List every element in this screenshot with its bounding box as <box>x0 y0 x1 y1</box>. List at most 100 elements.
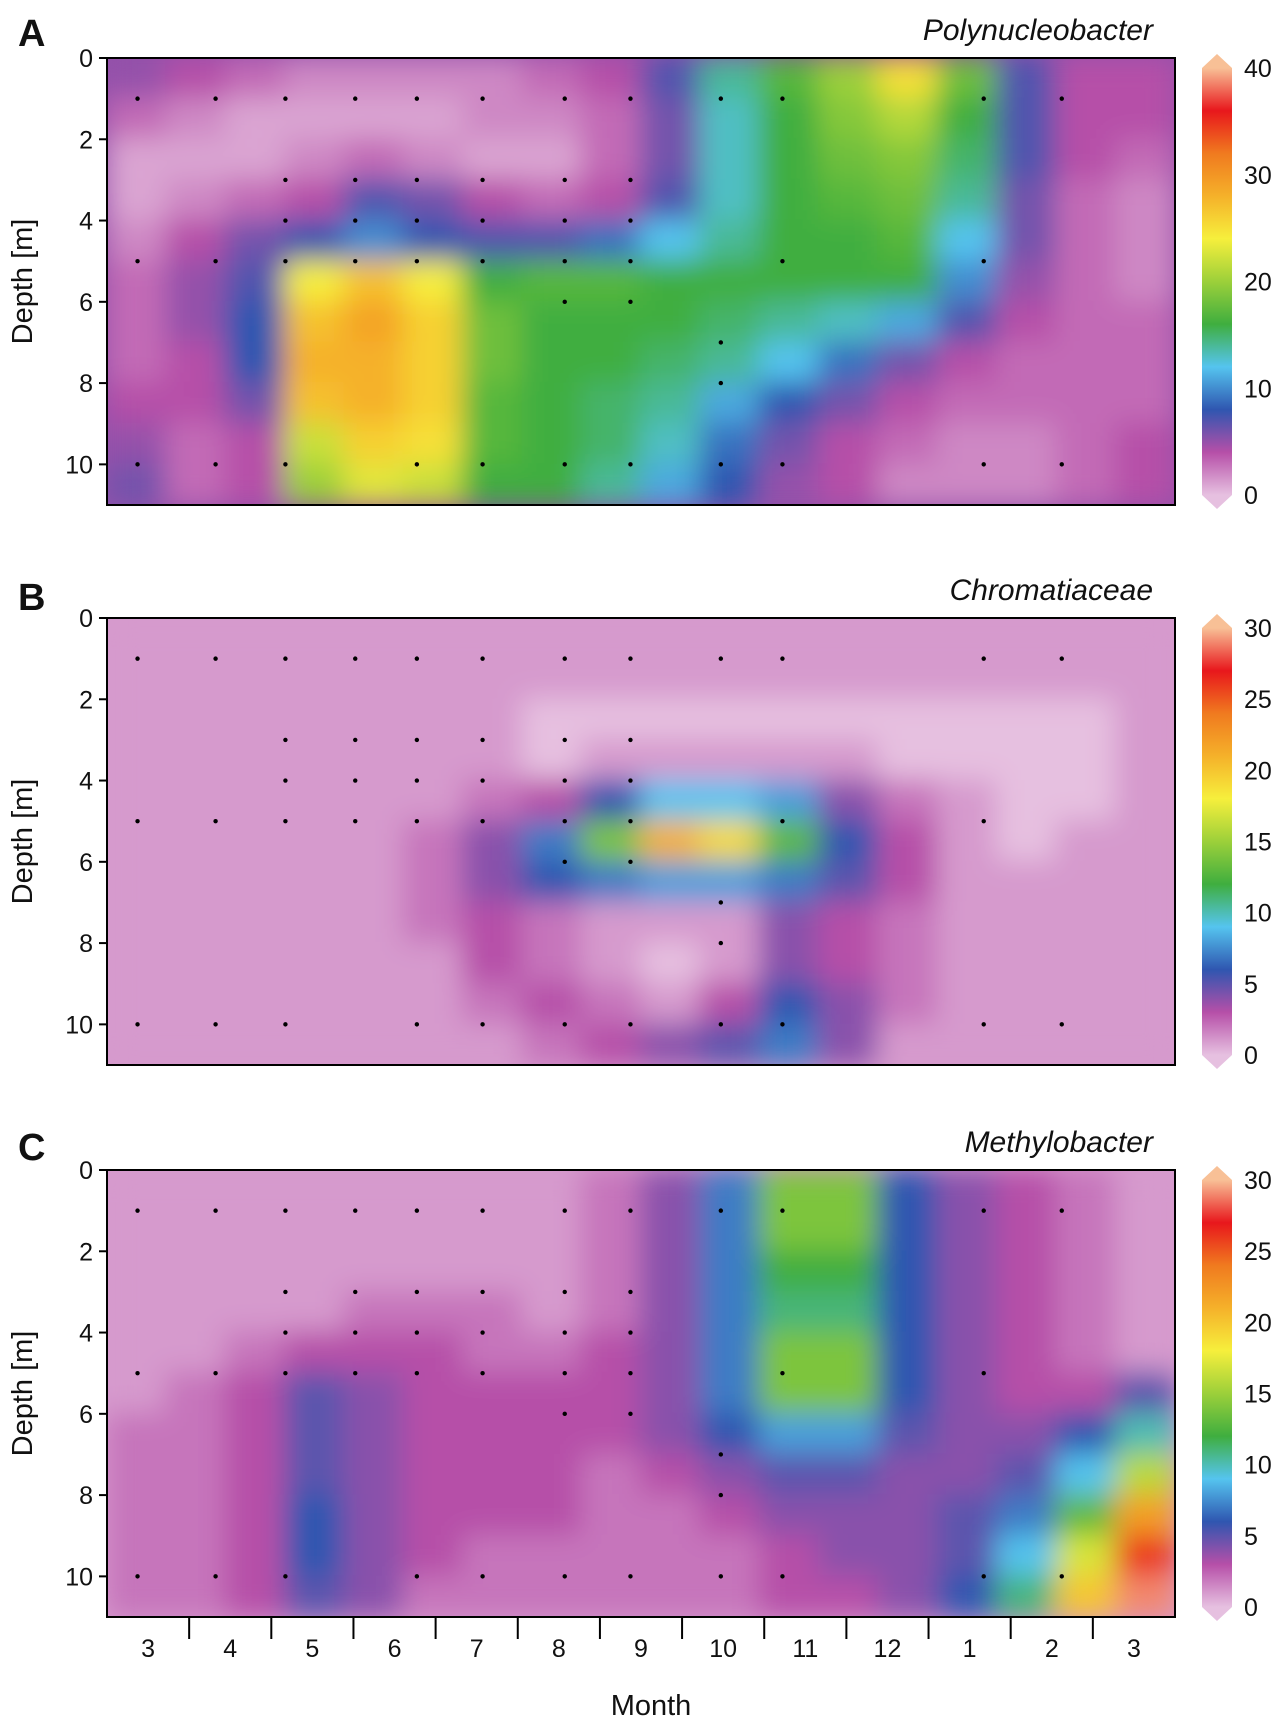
heatmap-cell <box>107 1575 168 1617</box>
heatmap-cell <box>996 463 1058 505</box>
heatmap-cell <box>936 422 998 466</box>
heatmap-cell <box>640 901 702 945</box>
heatmap-cell <box>936 382 998 425</box>
colorbar-tick-label: 20 <box>1244 757 1272 785</box>
sample-point <box>283 1208 288 1213</box>
heatmap-cell <box>521 341 583 385</box>
sample-point <box>213 818 218 824</box>
heatmap-cell <box>521 698 583 741</box>
heatmap-cell <box>818 901 880 945</box>
heatmap-cell <box>640 820 702 863</box>
heatmap-cell <box>402 901 464 945</box>
panel-a: 0 2 4 6 8 10 Depth [m] A Polynucleobacter 40 30 20 1… <box>7 13 1272 510</box>
heatmap-cell <box>107 738 168 782</box>
heatmap-cell <box>343 1412 405 1456</box>
sample-point <box>353 1289 358 1295</box>
heatmap-cell <box>343 1023 405 1065</box>
sample-point <box>628 258 633 264</box>
sample-point <box>1059 1022 1064 1027</box>
colorbar-scale <box>1202 1180 1232 1607</box>
heatmap-cell <box>936 1209 998 1253</box>
heatmap-cell <box>284 260 346 303</box>
sample-point <box>414 218 420 223</box>
heatmap-cell <box>996 422 1058 466</box>
heatmap <box>107 1170 1175 1617</box>
heatmap-cell <box>224 901 286 945</box>
colorbar: 30 25 20 15 10 5 0 <box>1202 1166 1272 1622</box>
sample-point <box>628 96 633 101</box>
heatmap-cell <box>1114 300 1175 344</box>
heatmap-cell <box>343 382 405 425</box>
sample-point <box>480 737 485 743</box>
heatmap-cell <box>996 982 1058 1026</box>
heatmap-cell <box>284 860 346 904</box>
heatmap-cell <box>758 1290 820 1334</box>
heatmap-cell <box>699 1209 761 1253</box>
heatmap-cell <box>580 779 642 823</box>
colorbar-scale <box>1202 628 1232 1055</box>
heatmap-cell <box>1055 219 1117 263</box>
sample-point <box>414 462 420 467</box>
sample-point <box>213 96 218 101</box>
heatmap-cell <box>462 1331 524 1375</box>
heatmap-cell <box>1114 1412 1175 1456</box>
panel-letter: B <box>18 577 45 619</box>
heatmap-cell <box>996 1534 1058 1578</box>
heatmap-cell <box>877 1023 939 1065</box>
sample-point <box>718 1492 724 1498</box>
heatmap-cell <box>284 1023 346 1065</box>
heatmap-cell <box>521 382 583 425</box>
heatmap-cell <box>877 138 939 181</box>
heatmap-cell <box>877 97 939 141</box>
heatmap-cell <box>877 1534 939 1578</box>
y-tick-label: 6 <box>79 289 93 317</box>
heatmap-cell <box>640 942 702 985</box>
heatmap-cell <box>996 260 1058 303</box>
heatmap-cell <box>1055 422 1117 466</box>
panel-b: 0 2 4 6 8 10 Depth [m] B Chromatiaceae 30 25 20 15 10… <box>7 574 1272 1070</box>
heatmap-cell <box>1114 779 1175 823</box>
sample-point <box>718 96 724 101</box>
sample-point <box>480 96 485 101</box>
heatmap-cell <box>877 698 939 741</box>
heatmap-cell <box>699 1494 761 1537</box>
heatmap-cell <box>1055 382 1117 425</box>
heatmap-cell <box>343 1331 405 1375</box>
heatmap-cell <box>343 341 405 385</box>
heatmap-cell <box>224 463 286 505</box>
heatmap-cell <box>1114 982 1175 1026</box>
heatmap-cell <box>640 1331 702 1375</box>
heatmap-cell <box>877 1575 939 1617</box>
heatmap-cell <box>640 860 702 904</box>
heatmap-cell <box>996 97 1058 141</box>
heatmap-cell <box>758 738 820 782</box>
heatmap-cell <box>818 97 880 141</box>
heatmap-cell <box>640 1209 702 1253</box>
heatmap-cell <box>521 1534 583 1578</box>
heatmap-cell <box>343 1575 405 1617</box>
heatmap-cell <box>224 1412 286 1456</box>
heatmap-cell <box>462 463 524 505</box>
heatmap-cell <box>640 982 702 1026</box>
heatmap-cell <box>521 901 583 945</box>
heatmap-cell <box>1055 1372 1117 1415</box>
heatmap-cell <box>580 618 642 660</box>
heatmap-cell <box>1055 178 1117 222</box>
heatmap-cell <box>877 1290 939 1334</box>
heatmap-cell <box>758 779 820 823</box>
sample-point <box>283 258 288 264</box>
heatmap-cell <box>165 1290 227 1334</box>
heatmap-cell <box>521 738 583 782</box>
heatmap-cell <box>818 138 880 181</box>
heatmap-cell <box>1055 97 1117 141</box>
sample-point <box>562 1574 567 1579</box>
heatmap-cell <box>165 1534 227 1578</box>
heatmap-cell <box>580 1023 642 1065</box>
heatmap-cell <box>107 901 168 945</box>
x-tick-label: 3 <box>1127 1635 1141 1663</box>
sample-point <box>718 1574 724 1579</box>
heatmap-cell <box>224 1209 286 1253</box>
heatmap-cell <box>580 422 642 466</box>
heatmap <box>107 618 1175 1065</box>
panel-letter: A <box>18 13 45 55</box>
